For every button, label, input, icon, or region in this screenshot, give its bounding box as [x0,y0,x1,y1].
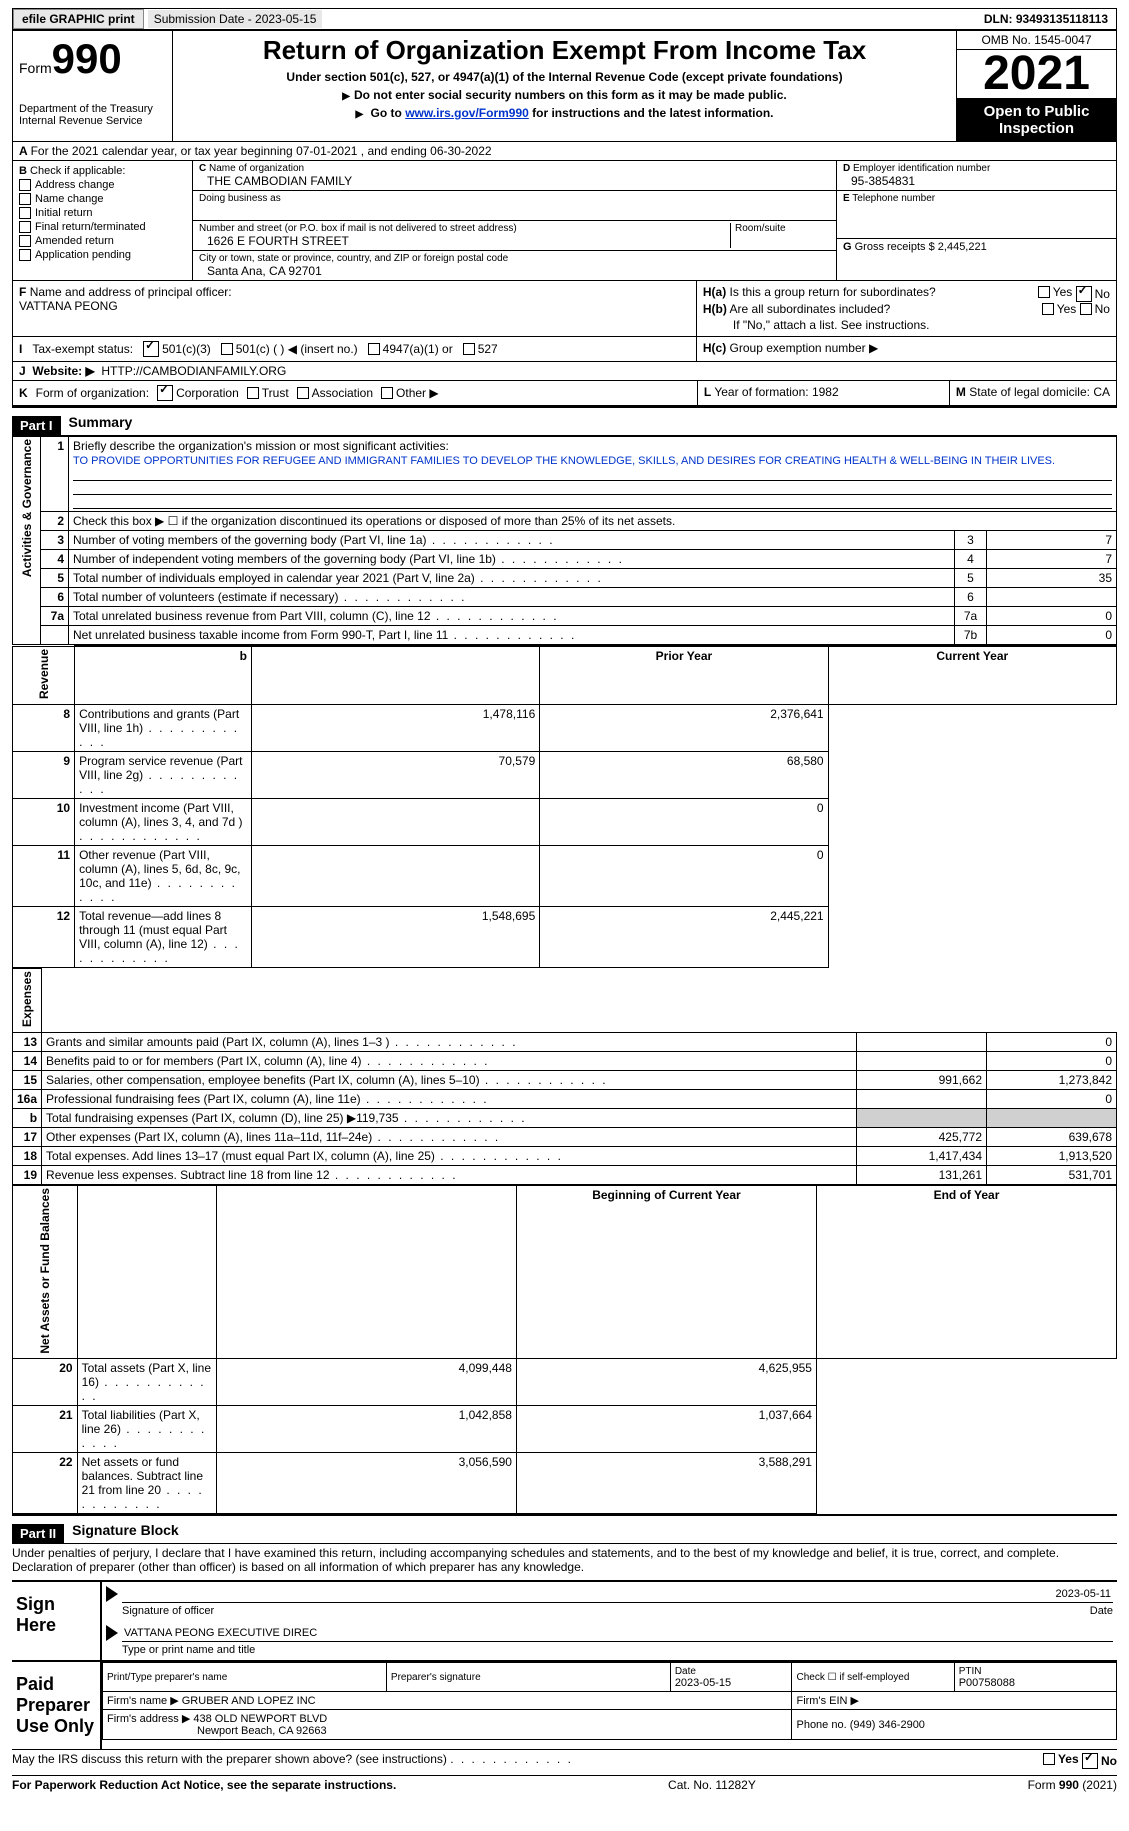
amended-return-checkbox[interactable] [19,235,31,247]
hb-yes-checkbox[interactable] [1042,303,1054,315]
discuss-no-checkbox[interactable] [1082,1753,1098,1769]
firm-addr: 438 OLD NEWPORT BLVD [193,1713,327,1725]
line-a: A For the 2021 calendar year, or tax yea… [12,142,1117,161]
org-address: 1626 E FOURTH STREET [199,234,730,248]
address-change-checkbox[interactable] [19,179,31,191]
prep-date: 2023-05-15 [675,1677,731,1689]
form-title: Return of Organization Exempt From Incom… [181,35,948,66]
irs-label: Internal Revenue Service [19,115,166,127]
assoc-checkbox[interactable] [297,387,309,399]
dept-treasury: Department of the Treasury [19,103,166,115]
other-checkbox[interactable] [381,387,393,399]
app-pending-checkbox[interactable] [19,249,31,261]
trust-checkbox[interactable] [247,387,259,399]
sign-here-label: Sign Here [12,1582,102,1660]
top-bar: efile GRAPHIC print Submission Date - 20… [12,8,1117,30]
ha-yes-checkbox[interactable] [1038,286,1050,298]
open-to-public: Open to Public Inspection [957,99,1116,141]
discuss-yes-checkbox[interactable] [1043,1753,1055,1765]
form-subtitle: Under section 501(c), 527, or 4947(a)(1)… [181,70,948,84]
501c-checkbox[interactable] [221,343,233,355]
page-footer: For Paperwork Reduction Act Notice, see … [12,1775,1117,1792]
sig-date: 2023-05-11 [1056,1588,1111,1600]
arrow-icon [106,1586,118,1602]
final-return-checkbox[interactable] [19,221,31,233]
firm-name: GRUBER AND LOPEZ INC [182,1695,316,1707]
summary-table: Activities & Governance 1 Briefly descri… [12,436,1117,645]
efile-button[interactable]: efile GRAPHIC print [13,9,144,29]
ssn-note: Do not enter social security numbers on … [181,88,948,102]
vert-netassets: Net Assets or Fund Balances [38,1188,52,1354]
website: HTTP://CAMBODIANFAMILY.ORG [101,364,286,378]
ha-no-checkbox[interactable] [1076,286,1092,302]
tax-year: 2021 [957,50,1116,99]
org-name: THE CAMBODIAN FAMILY [199,174,830,188]
vert-expenses: Expenses [20,971,34,1027]
form-header: Form990 Department of the Treasury Inter… [12,30,1117,142]
4947-checkbox[interactable] [368,343,380,355]
principal-officer: VATTANA PEONG [19,299,118,313]
form-number: Form990 [19,35,166,83]
officer-name: VATTANA PEONG EXECUTIVE DIREC [122,1625,1113,1642]
527-checkbox[interactable] [463,343,475,355]
year-formation: 1982 [812,385,839,399]
goto-note: Go to www.irs.gov/Form990 for instructio… [181,106,948,120]
gross-receipts: 2,445,221 [938,241,987,253]
ptin: P00758088 [959,1677,1015,1689]
irs-link[interactable]: www.irs.gov/Form990 [405,106,529,120]
form-990-page: efile GRAPHIC print Submission Date - 20… [0,0,1129,1800]
initial-return-checkbox[interactable] [19,207,31,219]
dln-number: DLN: 93493135118113 [976,10,1116,28]
org-city: Santa Ana, CA 92701 [199,264,830,278]
perjury-declaration: Under penalties of perjury, I declare th… [12,1544,1117,1576]
ein: 95-3854831 [843,174,1110,188]
section-bcd: B Check if applicable: Address change Na… [12,161,1117,281]
name-change-checkbox[interactable] [19,193,31,205]
paid-preparer-label: Paid Preparer Use Only [12,1662,102,1749]
part2-header: Part II Signature Block [12,1514,1117,1544]
vert-governance: Activities & Governance [20,439,34,577]
hb-no-checkbox[interactable] [1080,303,1092,315]
section-fh: F Name and address of principal officer:… [12,281,1117,337]
submission-date: Submission Date - 2023-05-15 [148,10,323,28]
state-domicile: CA [1093,385,1110,399]
section-j: J Website: ▶ HTTP://CAMBODIANFAMILY.ORG [12,362,1117,381]
part1-header: Part I Summary [12,406,1117,436]
501c3-checkbox[interactable] [143,341,159,357]
section-i: I Tax-exempt status: 501(c)(3) 501(c) ( … [12,337,1117,362]
section-k: K Form of organization: Corporation Trus… [12,381,1117,406]
firm-phone: (949) 346-2900 [850,1719,925,1731]
corp-checkbox[interactable] [157,385,173,401]
vert-revenue: Revenue [37,649,51,699]
arrow-icon [106,1625,118,1641]
mission-text: TO PROVIDE OPPORTUNITIES FOR REFUGEE AND… [73,455,1055,467]
